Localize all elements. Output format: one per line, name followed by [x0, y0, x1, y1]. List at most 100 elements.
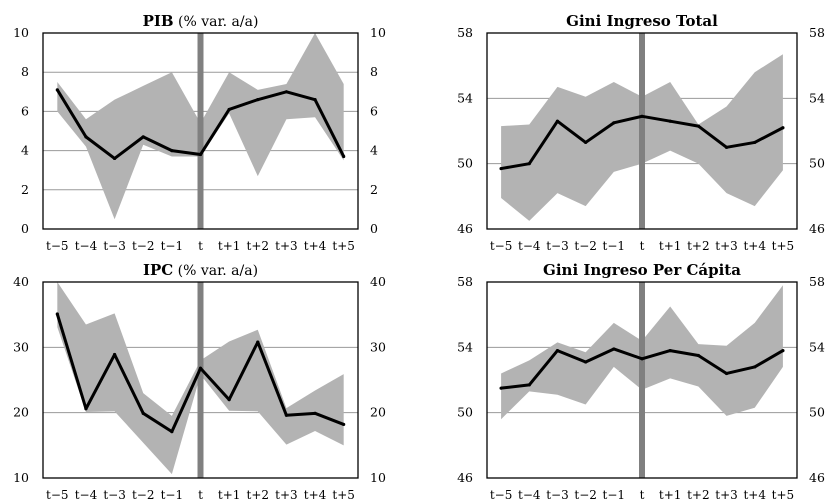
x-tick-label: t−3	[103, 488, 126, 502]
chart-panel-4: 46 46 50 50 54 54 58 58 t−5 t−4 t−3 t−2 t−1 t t+1 t+2 t+…	[457, 261, 825, 502]
x-tick-label: t−2	[574, 488, 597, 502]
plot-frame	[486, 32, 798, 230]
y-tick-label-left: 54	[457, 90, 473, 105]
y-tick-label-left: 20	[13, 405, 29, 420]
y-tick-label-left: 0	[21, 221, 29, 236]
data-point	[227, 107, 231, 112]
x-tick-label: t−4	[75, 488, 98, 502]
data-point	[640, 357, 644, 361]
chart-title: IPC (% var. a/a)	[143, 261, 258, 279]
y-tick-label-left: 10	[13, 470, 29, 485]
y-tick-label-right: 54	[809, 339, 825, 354]
data-point	[753, 140, 757, 145]
data-point	[612, 121, 616, 125]
data-point	[284, 413, 289, 417]
chart-title-subtitle: (% var. a/a)	[173, 263, 258, 279]
data-point	[781, 126, 785, 130]
data-point	[668, 349, 672, 353]
x-tick-label: t+4	[304, 488, 327, 502]
x-tick-label: t+5	[772, 239, 795, 253]
y-tick-label-right: 50	[809, 156, 825, 171]
chart-panel-3: 10 10 20 20 30 30 40 40 t−5 t−4 t−3 t−2 t−1 t t+1 t+2 t+…	[13, 261, 386, 502]
y-tick-label-left: 30	[13, 339, 29, 354]
y-tick-label-right: 10	[370, 470, 386, 485]
x-tick-label: t−3	[546, 488, 569, 502]
data-point	[55, 312, 59, 316]
y-tick-label-right: 54	[809, 90, 825, 105]
x-tick-label: t+2	[247, 488, 270, 502]
x-tick-label: t−5	[46, 239, 69, 253]
data-point	[112, 352, 117, 357]
range-band	[57, 282, 344, 475]
chart-title: Gini Ingreso Per Cápita	[543, 261, 741, 279]
x-tick-label: t−4	[518, 488, 541, 502]
y-tick-label-right: 30	[370, 339, 386, 354]
x-tick-label: t−5	[46, 488, 69, 502]
data-point	[84, 407, 88, 411]
y-tick-label-left: 50	[457, 156, 473, 171]
data-point	[141, 411, 145, 415]
data-point	[342, 422, 346, 427]
y-tick-label-left: 46	[457, 221, 473, 236]
y-tick-label-right: 6	[370, 103, 378, 118]
data-point	[499, 166, 503, 171]
data-point	[555, 119, 560, 123]
data-point	[141, 135, 145, 139]
y-tick-label-left: 4	[21, 143, 29, 158]
data-point	[112, 156, 117, 161]
x-tick-label: t+5	[772, 488, 795, 502]
chart-title-main: Gini Ingreso Per Cápita	[543, 261, 741, 279]
chart-title-main: Gini Ingreso Total	[566, 12, 718, 30]
x-tick-label: t+2	[247, 239, 270, 253]
x-tick-label: t+1	[659, 239, 682, 253]
data-point	[612, 347, 616, 351]
x-tick-label: t	[640, 239, 645, 253]
y-tick-label-left: 40	[13, 274, 29, 289]
x-tick-label: t−1	[603, 239, 626, 253]
data-point	[584, 140, 588, 145]
x-tick-label: t+4	[743, 239, 766, 253]
chart-panel-1: 0 0 2 2 4 4 6 6 8 8 10 10 t−5 t−4 t−3 t−2 t−1 t t+1 t+2 t+3 t…	[13, 12, 386, 253]
y-tick-label-left: 8	[21, 64, 29, 79]
x-tick-label: t+2	[687, 488, 710, 502]
y-tick-label-right: 4	[370, 143, 378, 158]
y-tick-label-right: 58	[809, 274, 825, 289]
data-point	[198, 152, 203, 157]
y-tick-label-left: 50	[457, 405, 473, 420]
chart-title-main: PIB	[143, 12, 174, 30]
x-tick-label: t−2	[132, 239, 155, 253]
x-tick-label: t−2	[574, 239, 597, 253]
plot-frame	[42, 281, 359, 479]
x-tick-label: t	[198, 239, 203, 253]
y-tick-label-left: 2	[21, 182, 29, 197]
data-point	[527, 162, 531, 166]
x-tick-label: t−5	[490, 488, 513, 502]
x-tick-label: t+4	[743, 488, 766, 502]
x-tick-label: t+1	[659, 488, 682, 502]
x-tick-label: t+3	[715, 488, 738, 502]
data-point	[256, 340, 260, 344]
y-tick-label-left: 6	[21, 103, 29, 118]
chart-panel-2: 46 46 50 50 54 54 58 58 t−5 t−4 t−3 t−2 t−1 t t+1 t+2 t+…	[457, 12, 825, 253]
x-tick-label: t−2	[132, 488, 155, 502]
data-point	[724, 145, 729, 149]
data-point	[781, 349, 785, 353]
data-point	[342, 154, 346, 159]
plot-frame	[42, 32, 359, 230]
data-point	[696, 124, 700, 128]
y-tick-label-right: 40	[370, 274, 386, 289]
x-tick-label: t+1	[218, 488, 241, 502]
x-tick-label: t+4	[304, 239, 327, 253]
x-tick-label: t	[198, 488, 203, 502]
data-point	[724, 371, 729, 376]
y-tick-label-right: 46	[809, 221, 825, 236]
x-tick-label: t+1	[218, 239, 241, 253]
x-tick-label: t+5	[332, 488, 355, 502]
y-tick-label-left: 58	[457, 25, 473, 40]
data-point	[640, 114, 644, 118]
plot-frame	[486, 281, 798, 479]
data-point	[753, 365, 757, 369]
x-tick-label: t+5	[332, 239, 355, 253]
x-tick-label: t+2	[687, 239, 710, 253]
data-point	[227, 398, 231, 402]
